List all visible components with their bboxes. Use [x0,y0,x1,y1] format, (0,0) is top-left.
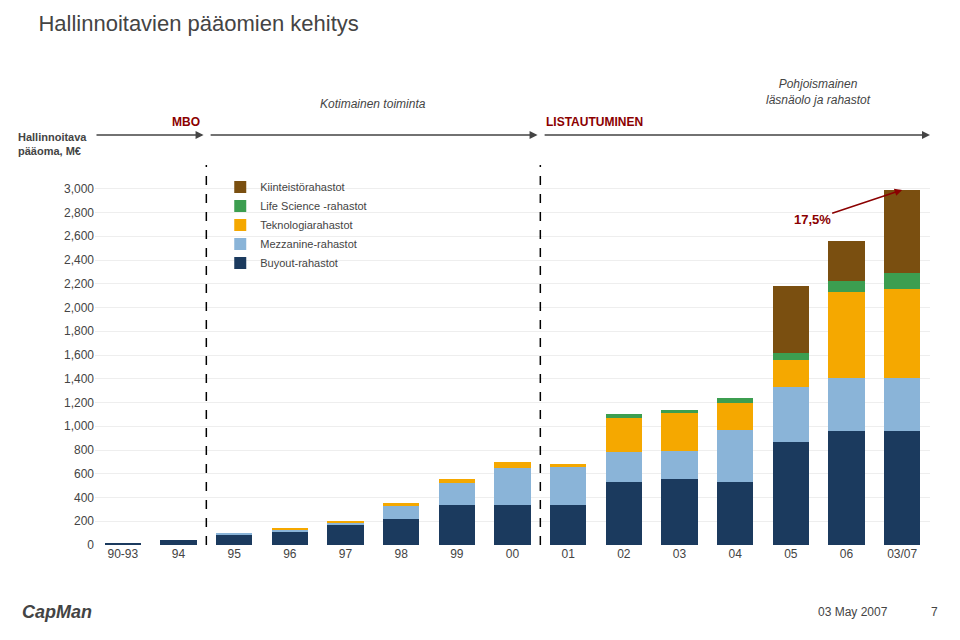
svg-text:1,600: 1,600 [64,348,94,362]
svg-text:7: 7 [931,605,938,619]
svg-text:2,200: 2,200 [64,277,94,291]
svg-text:Buyout-rahastot: Buyout-rahastot [260,257,338,269]
svg-text:LISTAUTUMINEN: LISTAUTUMINEN [546,115,643,129]
svg-text:03 May 2007: 03 May 2007 [818,605,888,619]
svg-text:97: 97 [339,547,353,561]
svg-text:94: 94 [172,547,186,561]
svg-text:1,000: 1,000 [64,419,94,433]
svg-text:03: 03 [673,547,687,561]
svg-text:3,000: 3,000 [64,182,94,196]
svg-text:95: 95 [227,547,241,561]
svg-text:04: 04 [728,547,742,561]
svg-text:00: 00 [506,547,520,561]
svg-text:MBO: MBO [172,115,200,129]
svg-text:05: 05 [784,547,798,561]
svg-text:Pohjoismainenläsnäolo ja rahas: Pohjoismainenläsnäolo ja rahastot [766,77,871,107]
svg-text:1,800: 1,800 [64,324,94,338]
svg-text:01: 01 [561,547,575,561]
svg-text:2,600: 2,600 [64,229,94,243]
svg-text:2,000: 2,000 [64,301,94,315]
svg-text:2,400: 2,400 [64,253,94,267]
svg-text:Kotimainen toiminta: Kotimainen toiminta [320,97,426,111]
svg-text:98: 98 [394,547,408,561]
svg-text:800: 800 [74,443,94,457]
svg-text:600: 600 [74,467,94,481]
svg-text:Hallinnoitavien pääomien kehit: Hallinnoitavien pääomien kehitys [38,11,358,36]
svg-text:Hallinnoitavapääoma, M€: Hallinnoitavapääoma, M€ [18,131,87,157]
svg-text:Kiinteistörahastot: Kiinteistörahastot [260,181,344,193]
svg-text:96: 96 [283,547,297,561]
svg-text:CapMan: CapMan [22,602,92,622]
svg-text:02: 02 [617,547,631,561]
svg-text:1,200: 1,200 [64,396,94,410]
svg-text:200: 200 [74,514,94,528]
svg-text:0: 0 [87,538,94,552]
svg-text:99: 99 [450,547,464,561]
svg-text:Mezzanine-rahastot: Mezzanine-rahastot [260,238,357,250]
svg-text:2,800: 2,800 [64,206,94,220]
svg-text:Life Science -rahastot: Life Science -rahastot [260,200,366,212]
svg-text:Teknologiarahastot: Teknologiarahastot [260,219,352,231]
svg-text:06: 06 [840,547,854,561]
svg-text:17,5%: 17,5% [794,212,831,227]
svg-text:90-93: 90-93 [107,547,138,561]
svg-text:400: 400 [74,491,94,505]
svg-text:03/07: 03/07 [887,547,917,561]
svg-text:1,400: 1,400 [64,372,94,386]
